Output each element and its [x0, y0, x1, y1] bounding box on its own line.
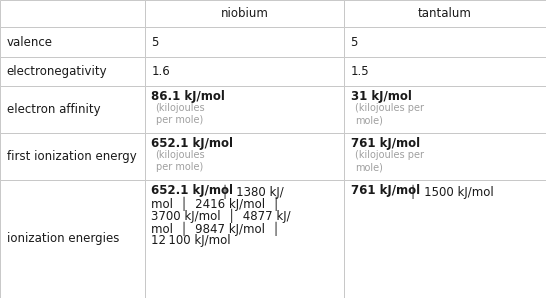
- Text: (kilojoules per: (kilojoules per: [355, 150, 424, 160]
- Text: 86.1 kJ/mol: 86.1 kJ/mol: [151, 90, 225, 103]
- Text: mol  │  9847 kJ/mol  │: mol │ 9847 kJ/mol │: [151, 221, 280, 236]
- Text: 761 kJ/mol: 761 kJ/mol: [351, 137, 420, 150]
- Text: ionization energies: ionization energies: [7, 232, 119, 246]
- Text: │  1380 kJ/: │ 1380 kJ/: [214, 184, 284, 199]
- Text: 1.5: 1.5: [351, 65, 369, 78]
- Text: per mole): per mole): [156, 162, 203, 172]
- Text: electron affinity: electron affinity: [7, 103, 100, 116]
- Bar: [0, 133, 145, 180]
- Text: 652.1 kJ/mol: 652.1 kJ/mol: [151, 137, 233, 150]
- Bar: [344, 57, 546, 86]
- Text: 1.6: 1.6: [151, 65, 170, 78]
- Text: tantalum: tantalum: [418, 7, 472, 20]
- Text: per mole): per mole): [156, 115, 203, 125]
- Bar: [145, 133, 344, 180]
- Bar: [344, 86, 546, 133]
- Bar: [145, 0, 344, 27]
- Bar: [0, 27, 145, 57]
- Text: 12 100 kJ/mol: 12 100 kJ/mol: [151, 234, 231, 247]
- Text: 652.1 kJ/mol: 652.1 kJ/mol: [151, 184, 233, 198]
- Text: mole): mole): [355, 115, 383, 125]
- Bar: [344, 27, 546, 57]
- Text: │  1500 kJ/mol: │ 1500 kJ/mol: [402, 184, 494, 199]
- Text: mole): mole): [355, 162, 383, 172]
- Bar: [0, 57, 145, 86]
- Text: 3700 kJ/mol  │  4877 kJ/: 3700 kJ/mol │ 4877 kJ/: [151, 209, 291, 224]
- Bar: [344, 180, 546, 298]
- Text: (kilojoules: (kilojoules: [156, 103, 205, 113]
- Text: 31 kJ/mol: 31 kJ/mol: [351, 90, 411, 103]
- Text: valence: valence: [7, 35, 52, 49]
- Bar: [0, 180, 145, 298]
- Text: mol  │  2416 kJ/mol  │: mol │ 2416 kJ/mol │: [151, 197, 280, 211]
- Bar: [145, 180, 344, 298]
- Text: 761 kJ/mol: 761 kJ/mol: [351, 184, 420, 198]
- Bar: [0, 0, 145, 27]
- Text: (kilojoules per: (kilojoules per: [355, 103, 424, 113]
- Bar: [0, 86, 145, 133]
- Text: electronegativity: electronegativity: [7, 65, 107, 78]
- Text: (kilojoules: (kilojoules: [156, 150, 205, 160]
- Text: first ionization energy: first ionization energy: [7, 150, 136, 163]
- Text: niobium: niobium: [221, 7, 268, 20]
- Bar: [344, 133, 546, 180]
- Bar: [145, 86, 344, 133]
- Text: 5: 5: [151, 35, 159, 49]
- Bar: [344, 0, 546, 27]
- Bar: [145, 27, 344, 57]
- Text: 5: 5: [351, 35, 358, 49]
- Bar: [145, 57, 344, 86]
